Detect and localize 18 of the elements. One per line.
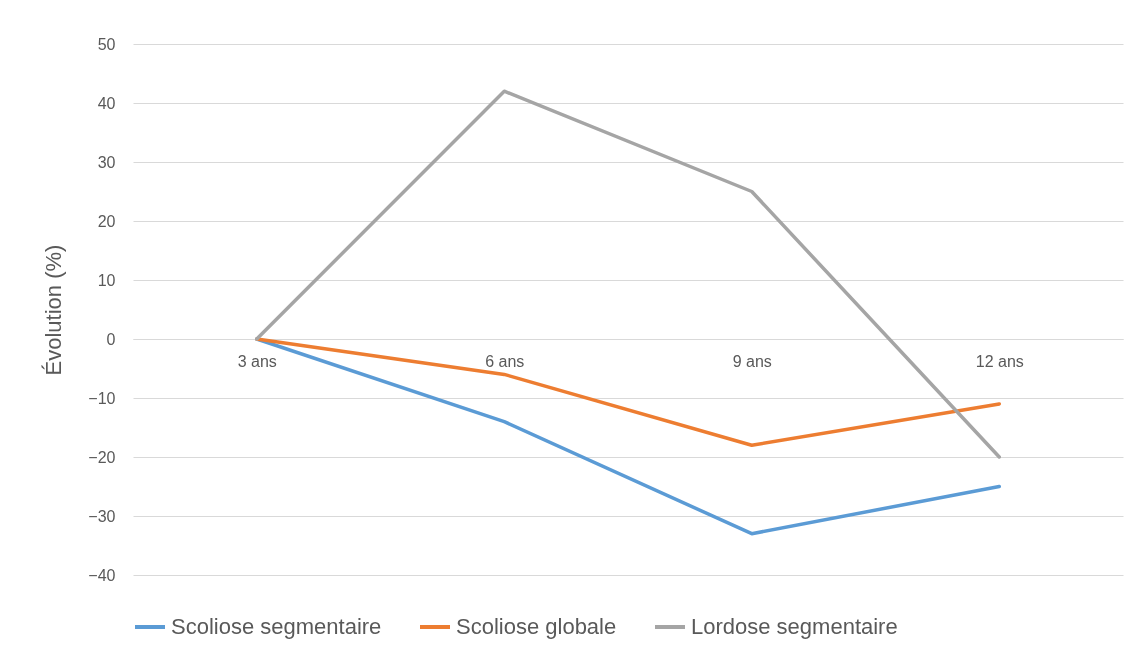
x-tick-label: 3 ans — [237, 352, 277, 370]
x-tick-label: 9 ans — [732, 352, 772, 370]
y-tick-label: 50 — [97, 35, 116, 53]
legend-label: Lordose segmentaire — [691, 614, 898, 639]
x-tick-label: 6 ans — [485, 352, 525, 370]
y-tick-label: −40 — [88, 566, 116, 584]
y-tick-label: 40 — [97, 94, 116, 112]
y-tick-label: 20 — [97, 212, 116, 230]
y-tick-label: −30 — [88, 507, 116, 525]
y-tick-label: 30 — [97, 153, 116, 171]
legend-label: Scoliose globale — [456, 614, 617, 639]
y-axis-title: Évolution (%) — [41, 244, 67, 376]
x-tick-label: 12 ans — [975, 352, 1024, 370]
y-tick-label: 0 — [106, 330, 116, 348]
legend-label: Scoliose segmentaire — [171, 614, 382, 639]
y-tick-label: −20 — [88, 448, 116, 466]
y-tick-label: 10 — [97, 271, 116, 289]
y-tick-label: −10 — [88, 389, 116, 407]
